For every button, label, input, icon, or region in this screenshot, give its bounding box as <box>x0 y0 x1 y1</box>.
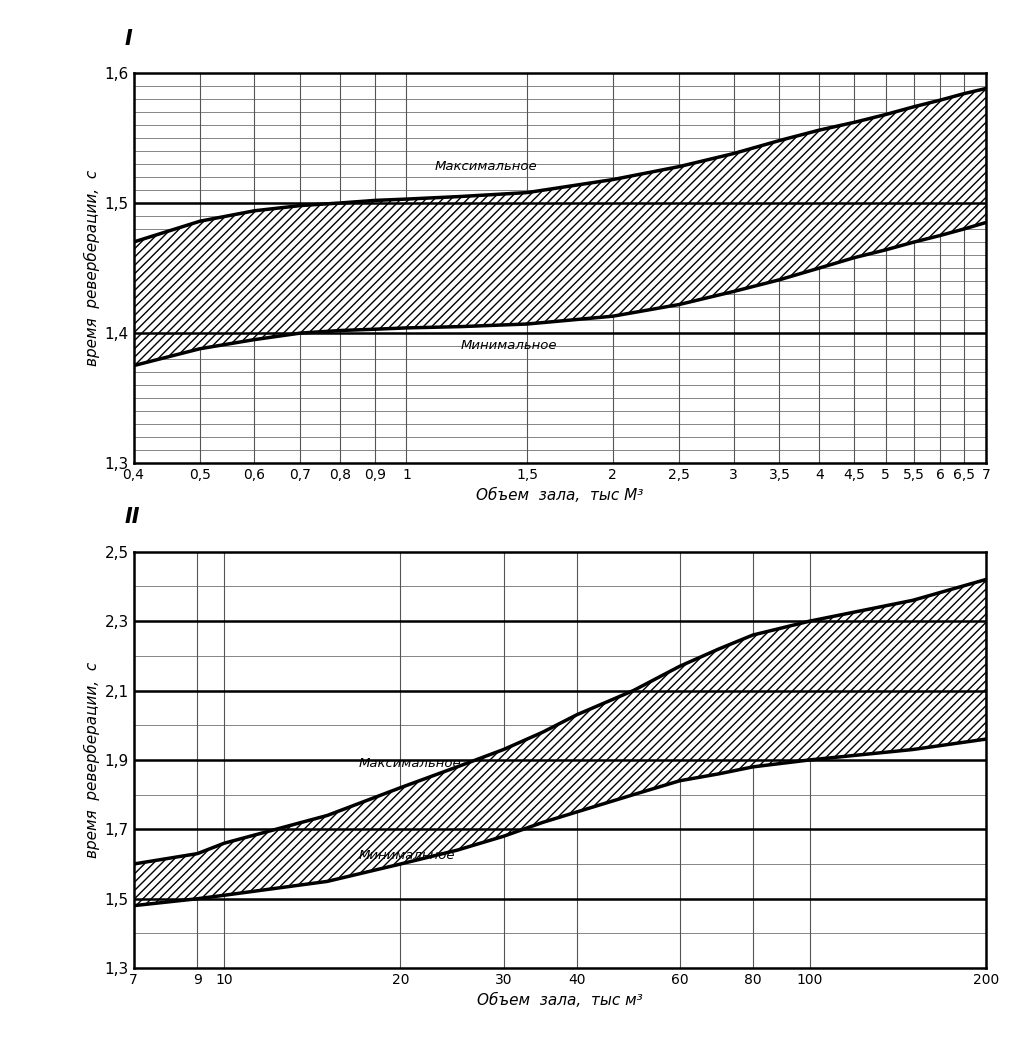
Text: Минимальное: Минимальное <box>461 338 558 352</box>
Text: II: II <box>125 507 141 527</box>
Text: Минимальное: Минимальное <box>359 848 456 862</box>
Y-axis label: время  реверберации,  с: время реверберации, с <box>84 662 101 858</box>
X-axis label: Объем  зала,  тыс М³: Объем зала, тыс М³ <box>477 487 643 503</box>
Text: I: I <box>125 29 132 49</box>
Text: Максимальное: Максимальное <box>359 757 462 770</box>
X-axis label: Объем  зала,  тыс м³: Объем зала, тыс м³ <box>477 992 643 1008</box>
Y-axis label: время  реверберации,  с: время реверберации, с <box>84 170 101 366</box>
Text: Максимальное: Максимальное <box>434 160 537 174</box>
